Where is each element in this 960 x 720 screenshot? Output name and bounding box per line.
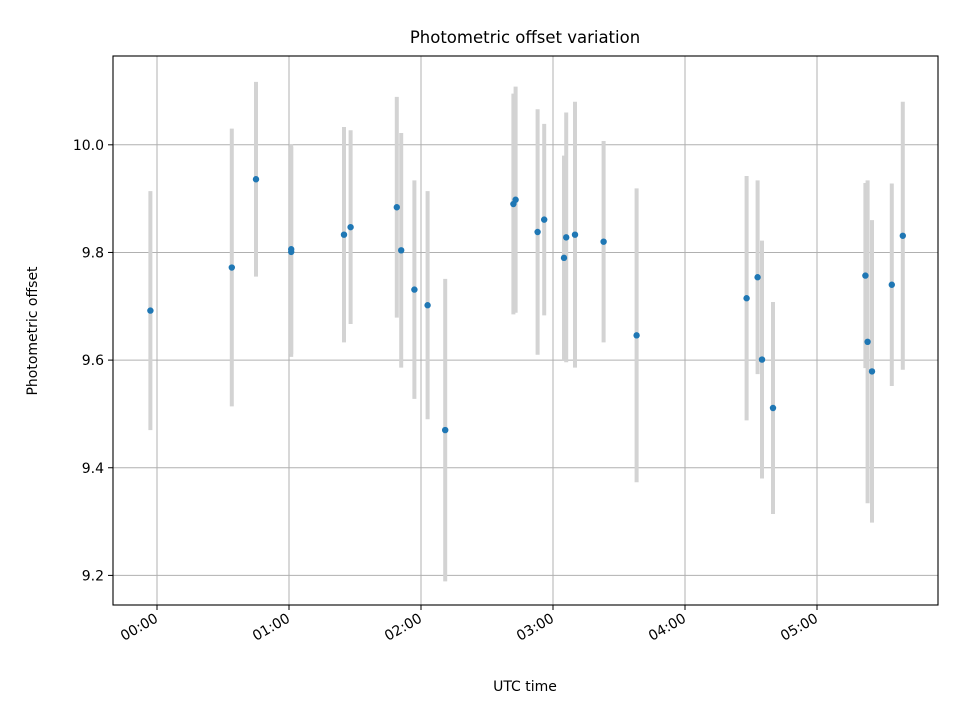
data-point [862, 272, 869, 279]
data-point [563, 234, 570, 241]
data-point [512, 196, 519, 203]
data-point [340, 231, 348, 238]
data-point [864, 338, 871, 346]
data-point [888, 281, 895, 288]
data-point [571, 231, 579, 238]
data-point [769, 404, 777, 412]
data-point [899, 232, 906, 239]
data-point [147, 307, 154, 314]
data-point [442, 426, 449, 434]
y-tick-label: 9.4 [82, 461, 104, 477]
y-tick-label: 10.0 [73, 138, 104, 154]
data-point [868, 368, 876, 375]
data-point [424, 302, 431, 309]
data-point [347, 223, 354, 231]
data-point [743, 295, 750, 302]
data-point [228, 264, 235, 271]
x-axis-label: UTC time [493, 679, 557, 695]
data-point [633, 332, 640, 339]
data-point [288, 248, 295, 256]
data-point [398, 247, 405, 254]
y-tick-label: 9.2 [82, 568, 104, 584]
data-point [758, 356, 766, 363]
plot-frame [112, 55, 939, 606]
data-point [600, 238, 607, 245]
data-point [534, 228, 541, 236]
data-point [560, 254, 568, 262]
y-tick-label: 9.6 [82, 353, 104, 369]
data-point [252, 176, 260, 183]
y-axis-ticks: 9.2 9.4 9.6 9.8 10.0 [73, 138, 113, 584]
data-point [411, 286, 418, 293]
data-point [541, 216, 548, 223]
grid-lines [113, 56, 938, 605]
chart-title: Photometric offset variation [410, 28, 640, 47]
y-axis-label: Photometric offset [25, 266, 41, 396]
y-tick-label: 9.8 [82, 245, 104, 261]
data-points [147, 176, 906, 434]
data-point [754, 274, 761, 281]
data-point [393, 204, 400, 211]
